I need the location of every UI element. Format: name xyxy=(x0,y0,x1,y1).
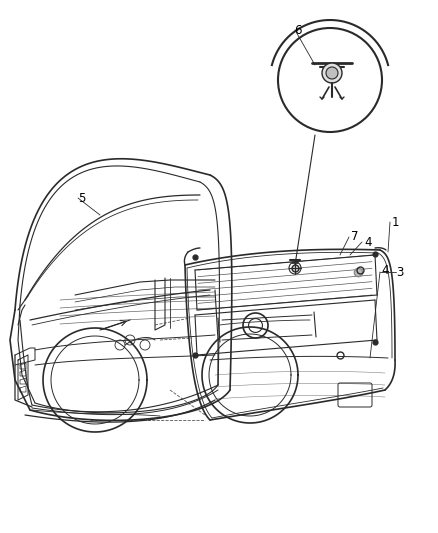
Circle shape xyxy=(326,67,338,79)
Circle shape xyxy=(278,28,382,132)
Text: 7: 7 xyxy=(351,230,359,244)
Text: 3: 3 xyxy=(396,265,404,279)
Text: 4: 4 xyxy=(381,263,389,277)
Text: 1: 1 xyxy=(391,215,399,229)
Text: 5: 5 xyxy=(78,191,86,205)
Circle shape xyxy=(322,63,342,83)
Text: 4: 4 xyxy=(364,236,372,248)
Text: 6: 6 xyxy=(294,23,302,36)
